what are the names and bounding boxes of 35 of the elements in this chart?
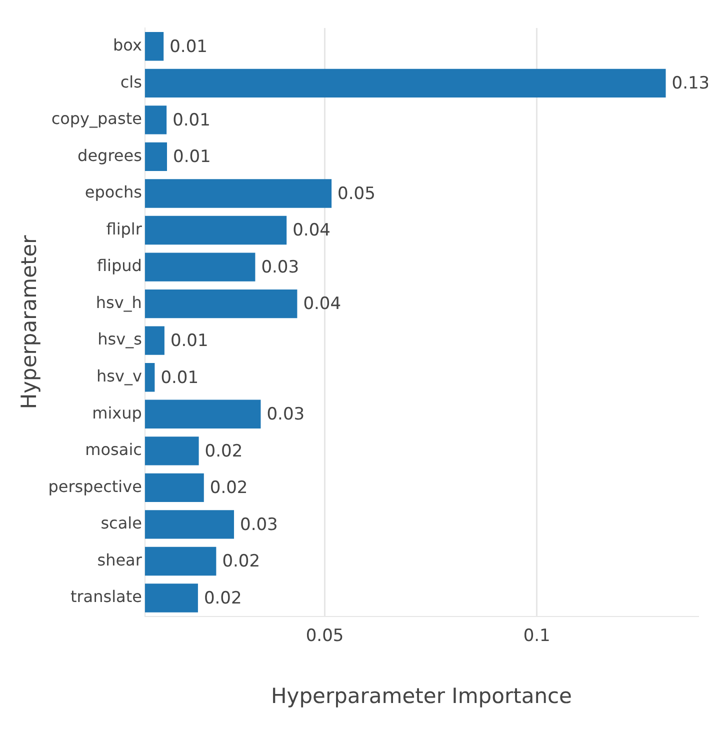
x-axis-title: Hyperparameter Importance <box>270 684 572 708</box>
y-tick-label: hsv_h <box>96 292 142 312</box>
y-tick-label: cls <box>120 72 142 92</box>
data-label: 0.01 <box>170 36 208 57</box>
data-label: 0.05 <box>338 184 376 204</box>
data-label: 0.02 <box>210 478 248 498</box>
y-tick-label: mosaic <box>85 440 142 460</box>
data-label: 0.03 <box>240 514 278 535</box>
data-label: 0.01 <box>172 110 210 130</box>
x-tick-label: 0.1 <box>523 626 550 646</box>
y-tick-label: hsv_s <box>98 330 142 349</box>
y-tick-label: flipud <box>96 256 142 276</box>
y-tick-label: perspective <box>48 476 142 496</box>
y-tick-label: translate <box>70 587 142 606</box>
data-label: 0.01 <box>172 147 211 168</box>
y-tick-label: degrees <box>78 146 142 165</box>
data-label: 0.04 <box>303 294 342 314</box>
data-label: 0.13 <box>672 74 710 94</box>
data-label: 0.02 <box>204 441 243 462</box>
data-label: 0.04 <box>292 220 330 241</box>
data-label: 0.03 <box>266 404 305 425</box>
data-label: 0.02 <box>204 588 242 608</box>
y-tick-label: copy_paste <box>51 109 142 128</box>
data-label: 0.01 <box>170 331 208 352</box>
y-tick-label: hsv_v <box>96 366 142 386</box>
data-label: 0.03 <box>261 257 300 278</box>
y-tick-label: mixup <box>92 403 142 422</box>
data-label: 0.01 <box>160 368 199 388</box>
y-tick-label: shear <box>97 550 142 570</box>
data-label: 0.02 <box>222 552 260 572</box>
y-axis-title: Hyperparameter <box>17 234 42 410</box>
y-tick-label: fliplr <box>106 219 142 238</box>
y-tick-label: epochs <box>84 182 142 202</box>
y-tick-label: box <box>113 36 142 55</box>
y-tick-label: scale <box>100 514 142 533</box>
